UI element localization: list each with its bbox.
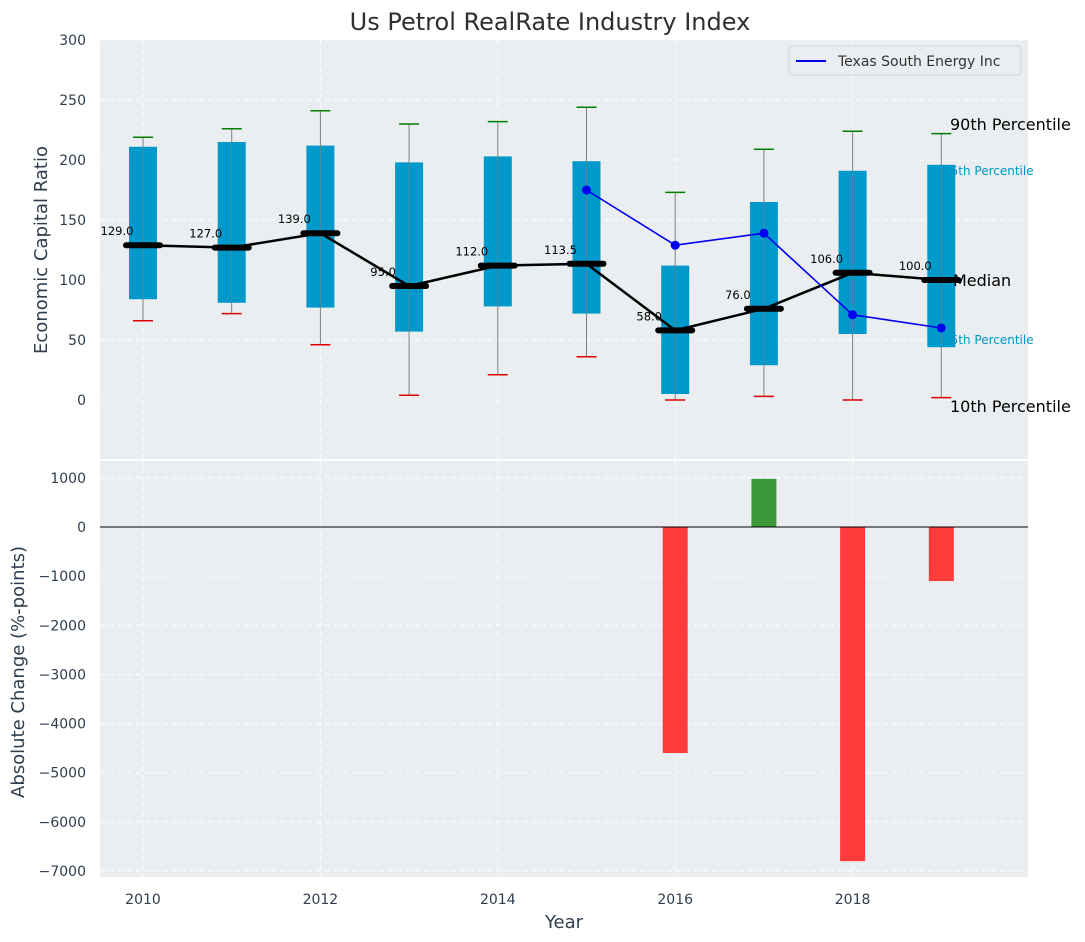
median-label: Median [953, 271, 1011, 290]
median-value-label: 58.0 [636, 309, 662, 323]
company-point [670, 240, 680, 250]
median-value-label: 76.0 [725, 288, 751, 302]
legend: Texas South Energy Inc [788, 45, 1022, 76]
x-tick-label: 2014 [480, 892, 516, 908]
company-point [848, 310, 858, 320]
x-axis-label: Year [544, 912, 584, 933]
top-y-tick-label: 50 [68, 333, 86, 349]
bottom-y-tick-label: 0 [77, 520, 86, 536]
median-value-label: 95.0 [370, 265, 396, 279]
change-bar [751, 478, 777, 527]
median-line [142, 231, 942, 332]
median-value-label: 106.0 [810, 252, 843, 266]
chart-title: Us Petrol RealRate Industry Index [350, 8, 751, 36]
top-y-tick-label: 200 [59, 153, 86, 169]
x-tick-label: 2012 [303, 892, 339, 908]
median-value-label: 100.0 [899, 259, 932, 273]
bottom-y-tick-label: −1000 [39, 569, 86, 585]
company-point [759, 228, 769, 238]
change-bar [928, 527, 954, 582]
median-value-label: 139.0 [278, 212, 311, 226]
x-tick-label: 2010 [125, 892, 161, 908]
top-y-tick-label: 150 [59, 213, 86, 229]
bottom-y-tick-label: −4000 [39, 717, 86, 733]
bottom-y-tick-label: −5000 [39, 766, 86, 782]
p90-label: 90th Percentile [950, 115, 1071, 134]
top-y-tick-label: 0 [77, 393, 86, 409]
change-bar [662, 527, 688, 754]
bottom-y-tick-label: 1000 [50, 471, 86, 487]
change-bar [840, 527, 866, 862]
bottom-y-tick-label: −3000 [39, 667, 86, 683]
top-y-tick-label: 300 [59, 33, 86, 49]
p75-label: 75th Percentile [943, 164, 1034, 178]
median-value-label: 127.0 [189, 227, 222, 241]
bottom-y-tick-label: −6000 [39, 815, 86, 831]
p25-label: 25th Percentile [943, 333, 1034, 347]
bottom-plot-background [100, 460, 1028, 877]
median-value-label: 113.5 [544, 243, 577, 257]
top-plot-background [100, 40, 1028, 460]
company-point [582, 185, 591, 195]
median-value-label: 112.0 [455, 245, 488, 259]
p10-label: 10th Percentile [950, 397, 1071, 416]
top-y-tick-label: 100 [59, 273, 86, 289]
top-y-tick-label: 250 [59, 93, 86, 109]
bottom-y-tick-label: −2000 [39, 618, 86, 634]
bottom-y-tick-label: −7000 [39, 864, 86, 880]
x-tick-label: 2016 [657, 892, 693, 908]
x-tick-label: 2018 [835, 892, 871, 908]
top-y-axis-label: Economic Capital Ratio [31, 146, 52, 354]
company-point [936, 323, 946, 333]
median-value-label: 129.0 [101, 224, 134, 238]
bottom-y-axis-label: Absolute Change (%-points) [8, 546, 29, 798]
legend-label: Texas South Energy Inc [837, 54, 1000, 70]
